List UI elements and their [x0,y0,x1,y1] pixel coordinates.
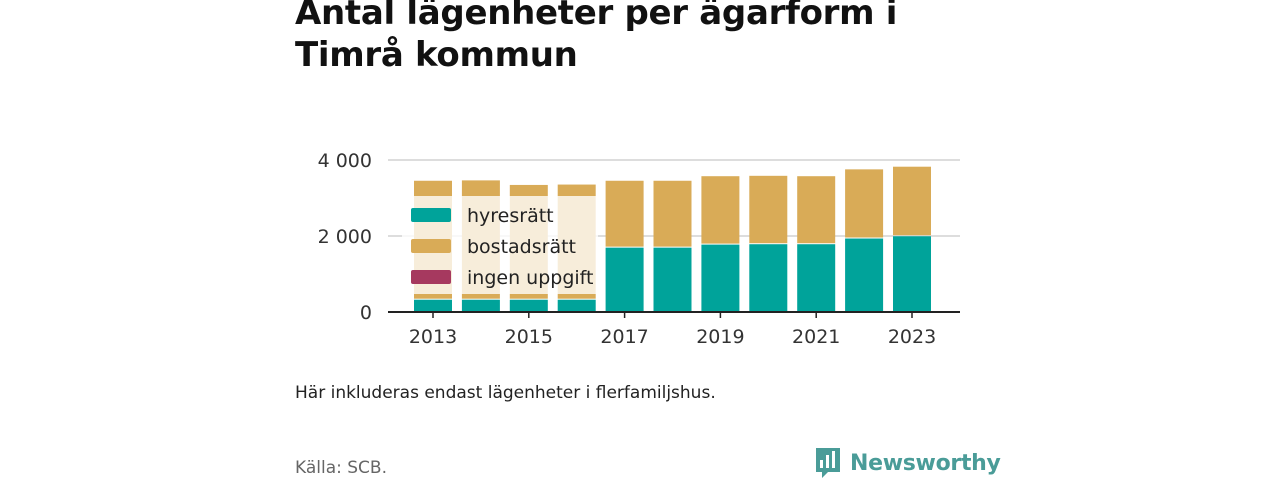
chart-title: Antal lägenheter per ägarform i Timrå ko… [295,0,898,75]
bar-hyresrätt-2020 [749,244,788,312]
chart-source: Källa: SCB. [295,458,387,478]
y-tick-label: 4 000 [318,150,372,172]
bar-hyresrätt-2013 [414,299,452,312]
legend-label: hyresrätt [467,205,554,227]
chart-caption: Här inkluderas endast lägenheter i flerf… [295,383,716,403]
bar-hyresrätt-2015 [509,299,548,312]
bar-hyresrätt-2017 [605,247,644,312]
bar-bostadsrätt-2017 [605,180,644,247]
newsworthy-logo: Newsworthy [814,446,1001,480]
y-tick-label: 0 [360,302,372,324]
x-tick-label: 2015 [505,326,553,348]
legend-swatch [411,270,451,284]
brand-name: Newsworthy [850,450,1001,476]
legend-label: bostadsrätt [467,236,576,258]
bar-hyresrätt-2022 [845,238,884,312]
bar-hyresrätt-2014 [461,299,500,312]
x-tick-label: 2017 [600,326,648,348]
bar-bostadsrätt-2019 [701,176,740,244]
bar-bostadsrätt-2021 [797,176,836,244]
x-tick-label: 2021 [792,326,840,348]
x-tick-label: 2019 [696,326,744,348]
bar-bostadsrätt-2023 [893,166,931,236]
legend-swatch [411,208,451,222]
y-tick-label: 2 000 [318,226,372,248]
bar-bostadsrätt-2020 [749,175,788,244]
legend-label: ingen uppgift [467,267,593,289]
bar-chart-icon [816,448,840,478]
x-tick-label: 2023 [888,326,936,348]
legend: hyresrätt bostadsrätt ingen uppgift [402,196,598,294]
bar-hyresrätt-2019 [701,244,740,312]
bar-hyresrätt-2023 [893,236,931,312]
bar-hyresrätt-2021 [797,244,836,312]
x-tick-label: 2013 [409,326,457,348]
bar-hyresrätt-2018 [653,247,692,312]
bar-bostadsrätt-2022 [845,169,884,238]
bar-bostadsrätt-2018 [653,180,692,247]
bar-hyresrätt-2016 [557,299,596,312]
axes: 0 2 000 4 000 2013 2015 2017 2019 2021 2023 [318,150,960,348]
legend-swatch [411,239,451,253]
